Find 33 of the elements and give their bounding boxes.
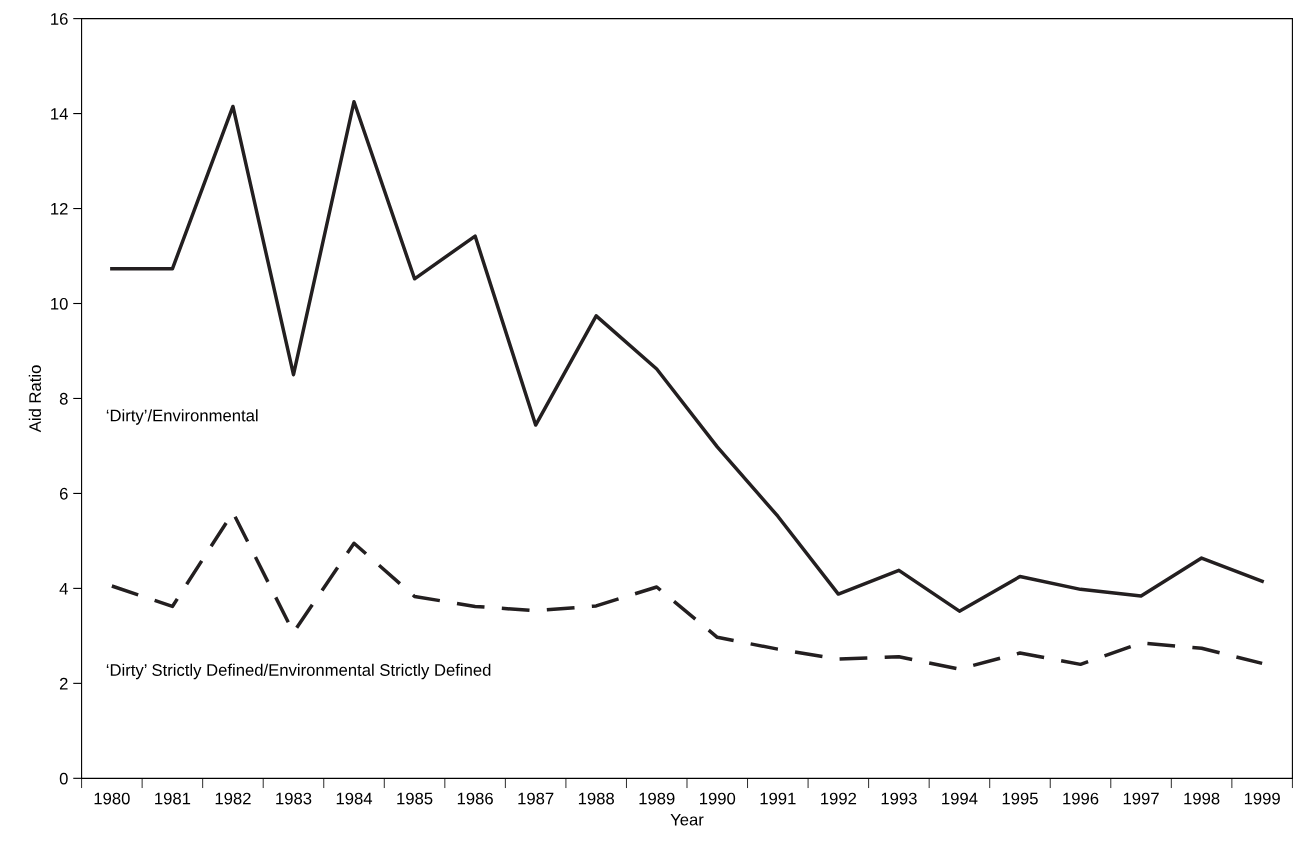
x-tick-label: 1994 bbox=[942, 792, 978, 805]
x-tick-label: 1999 bbox=[1244, 792, 1280, 805]
x-tick-label: 1984 bbox=[336, 792, 373, 805]
x-tick-label: 1995 bbox=[1002, 792, 1038, 805]
x-tick-label: 1993 bbox=[881, 792, 917, 805]
x-tick-label: 1991 bbox=[760, 792, 796, 805]
y-tick-label: 16 bbox=[51, 13, 68, 25]
x-tick-label: 1996 bbox=[1063, 792, 1099, 805]
y-tick-label: 6 bbox=[59, 487, 68, 500]
x-tick-label: 1981 bbox=[155, 792, 191, 805]
x-tick-label: 1992 bbox=[821, 792, 857, 805]
x-tick-label: 1985 bbox=[397, 792, 433, 805]
y-tick-label: 2 bbox=[59, 677, 68, 690]
x-tick-label: 1980 bbox=[94, 792, 130, 805]
x-tick-label: 1989 bbox=[639, 792, 675, 805]
y-tick-label: 8 bbox=[59, 392, 68, 405]
x-axis-title: Year bbox=[670, 813, 704, 826]
text: ‘Dirty’ Strictly Defined/Environmental Strictly Defined bbox=[106, 663, 491, 680]
x-tick-label: 1983 bbox=[276, 792, 312, 805]
y-tick-label: 14 bbox=[51, 108, 68, 120]
y-tick-label: 10 bbox=[51, 297, 68, 310]
x-tick-label: 1997 bbox=[1123, 792, 1159, 805]
y-axis-title: Aid Ratio bbox=[28, 365, 41, 433]
x-tick-label: 1987 bbox=[518, 792, 554, 805]
x-tick-label: 1990 bbox=[700, 792, 736, 805]
y-tick-label: 4 bbox=[59, 582, 68, 595]
x-tick-label: 1986 bbox=[457, 792, 493, 805]
x-tick-label: 1998 bbox=[1184, 792, 1220, 805]
text: ‘Dirty’/Environmental bbox=[106, 409, 258, 425]
y-tick-label: 12 bbox=[51, 202, 68, 215]
y-tick-label: 0 bbox=[59, 772, 68, 785]
x-tick-label: 1988 bbox=[578, 792, 614, 805]
x-tick-label: 1982 bbox=[215, 792, 251, 805]
